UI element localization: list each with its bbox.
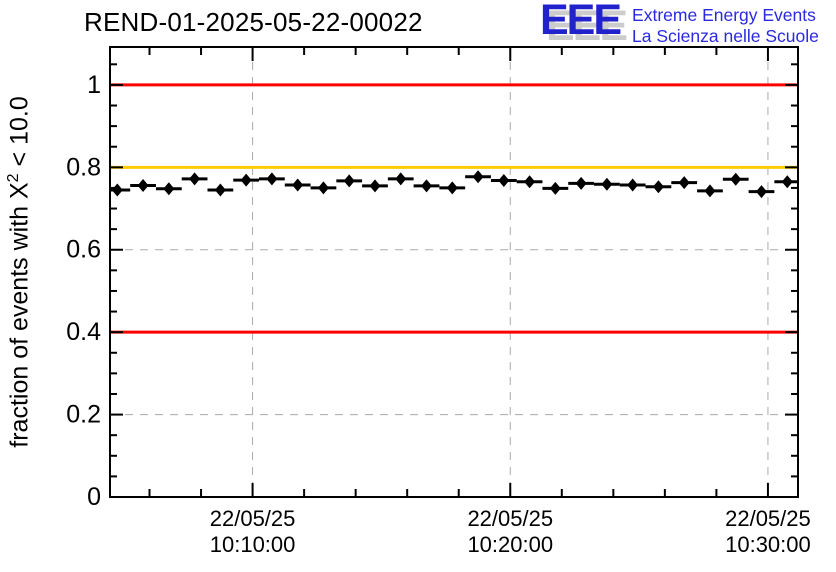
x-tick-date: 22/05/25 [725,506,811,531]
data-point-marker [652,180,664,194]
x-tick-time: 10:30:00 [725,532,811,557]
data-point-marker [549,181,561,195]
data-point-marker [266,172,278,186]
x-tick-date: 22/05/25 [467,506,553,531]
x-tick-time: 10:20:00 [467,532,553,557]
data-point-marker [111,183,123,197]
data-point-marker [472,170,484,184]
data-point-marker [781,175,793,189]
grid-group [110,47,798,497]
eee-logo: EEE Extreme Energy Events La Scienza nel… [540,0,819,46]
data-point-marker [189,172,201,186]
data-point-marker [524,175,536,189]
y-tick-label: 0.4 [66,318,101,346]
data-point-marker [575,176,587,190]
y-tick-label: 0.6 [66,236,101,264]
y-tick-label: 0 [87,483,101,511]
data-point-marker [755,185,767,199]
data-point-marker [369,179,381,193]
plot-frame [109,46,799,498]
y-tick-label: 1 [87,71,101,99]
data-point-marker [292,178,304,192]
data-point-marker [704,184,716,198]
data-point-marker [395,172,407,186]
eee-logo-line2: La Scienza nelle Scuole [632,25,819,46]
data-point-marker [343,174,355,188]
data-point-marker [446,181,458,195]
plot-title: REND-01-2025-05-22-00022 [84,7,423,37]
x-tick-date: 22/05/25 [210,506,296,531]
data-point-marker [421,179,433,193]
data-point-marker [601,177,613,191]
data-point-marker [317,181,329,195]
y-tick-label: 0.2 [66,401,101,429]
data-series [111,170,797,199]
data-point-marker [730,172,742,186]
data-point-marker [498,174,510,188]
x-tick-time: 10:10:00 [210,532,296,557]
eee-logo-acronym: EEE [540,0,622,44]
eee-logo-text: Extreme Energy Events La Scienza nelle S… [632,5,819,46]
data-point-marker [214,183,226,197]
y-tick-label: 0.8 [66,153,101,181]
ticks-group [110,47,798,498]
data-point-marker [137,178,149,192]
data-point-marker [163,182,175,196]
data-point-marker [240,173,252,187]
data-point-marker [627,178,639,192]
eee-logo-line1: Extreme Energy Events [632,5,816,25]
data-point-marker [678,176,690,190]
